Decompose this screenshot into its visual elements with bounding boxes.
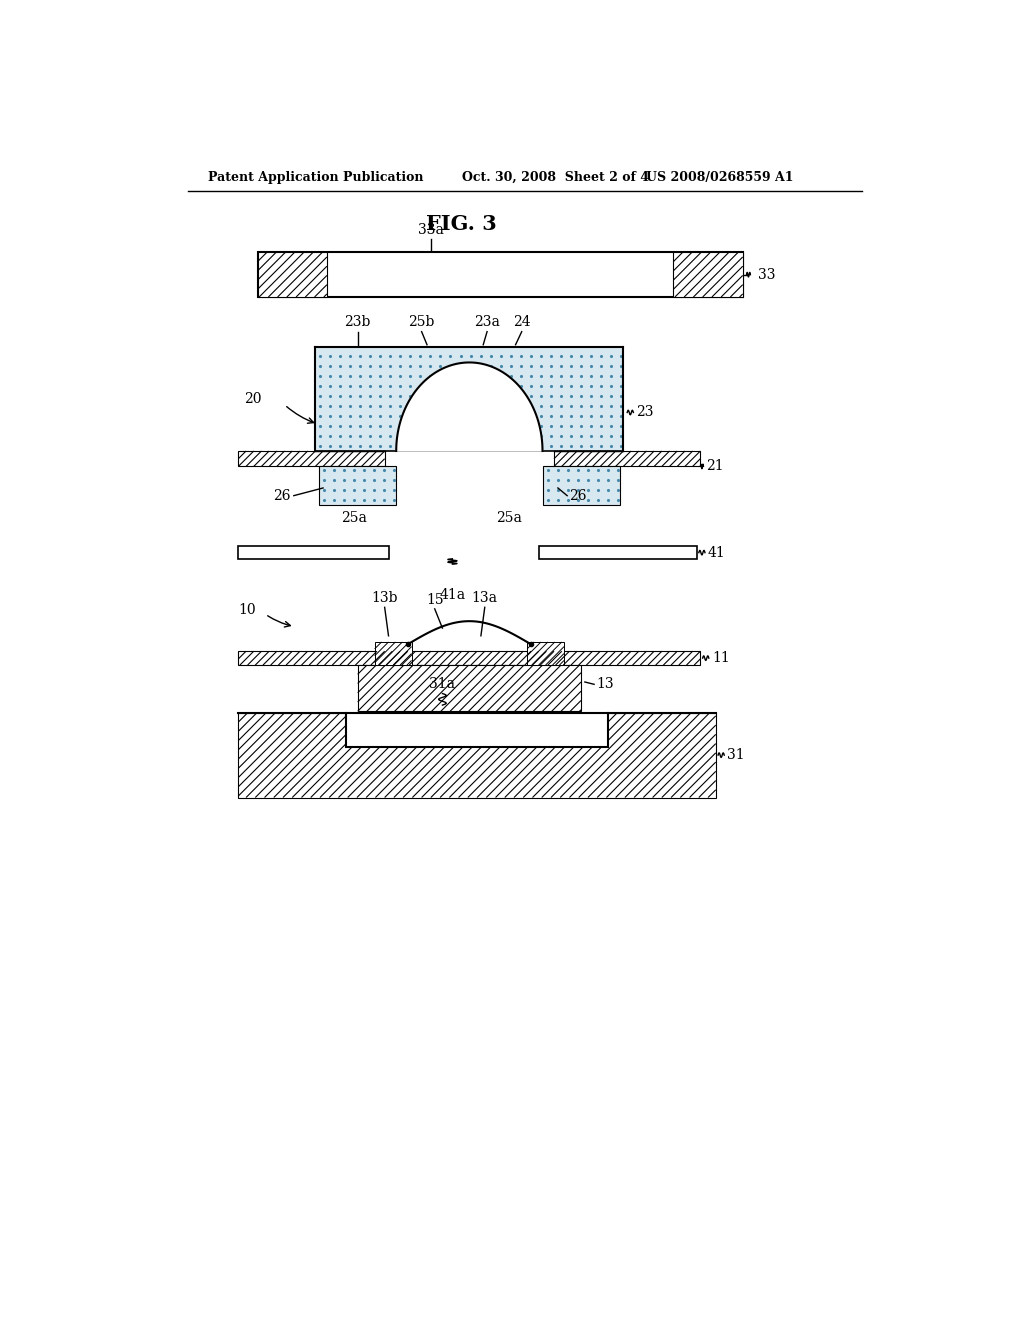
- Bar: [239, 713, 716, 797]
- Bar: [258, 252, 327, 297]
- Bar: [543, 466, 620, 506]
- Text: 13b: 13b: [372, 591, 398, 605]
- Bar: [319, 466, 396, 506]
- Text: 23: 23: [637, 405, 654, 420]
- Text: 10: 10: [239, 603, 256, 618]
- Text: 41: 41: [708, 545, 726, 560]
- Text: 13a: 13a: [472, 591, 498, 605]
- Text: 23b: 23b: [344, 315, 371, 330]
- Text: 15: 15: [426, 593, 443, 607]
- Bar: [315, 347, 624, 451]
- Text: 25a: 25a: [497, 511, 522, 525]
- Text: 11: 11: [712, 651, 730, 665]
- Bar: [527, 642, 564, 665]
- Text: 23a: 23a: [474, 315, 500, 330]
- Bar: [554, 451, 700, 466]
- Text: 33: 33: [758, 268, 775, 281]
- Text: 20: 20: [244, 392, 261, 405]
- Bar: [357, 665, 581, 711]
- Bar: [346, 713, 608, 747]
- Text: 26: 26: [569, 488, 587, 503]
- Bar: [239, 546, 388, 558]
- Bar: [258, 252, 742, 297]
- Text: FIG. 3: FIG. 3: [426, 214, 497, 234]
- Text: 13: 13: [596, 677, 614, 692]
- Text: Oct. 30, 2008  Sheet 2 of 4: Oct. 30, 2008 Sheet 2 of 4: [462, 172, 648, 185]
- Text: 41a: 41a: [439, 589, 466, 602]
- Bar: [375, 642, 412, 665]
- Text: Patent Application Publication: Patent Application Publication: [208, 172, 423, 185]
- Text: 24: 24: [513, 315, 530, 330]
- Text: 21: 21: [707, 459, 724, 474]
- Text: 31a: 31a: [429, 677, 456, 692]
- Text: 31: 31: [727, 748, 744, 762]
- Text: 26: 26: [273, 488, 291, 503]
- Text: US 2008/0268559 A1: US 2008/0268559 A1: [646, 172, 794, 185]
- Polygon shape: [396, 363, 543, 451]
- Text: 25b: 25b: [409, 315, 435, 330]
- Text: 25a: 25a: [341, 511, 367, 525]
- Bar: [539, 546, 696, 558]
- Bar: [239, 451, 385, 466]
- Bar: [674, 252, 742, 297]
- Text: 33a: 33a: [418, 223, 443, 238]
- Bar: [239, 651, 700, 665]
